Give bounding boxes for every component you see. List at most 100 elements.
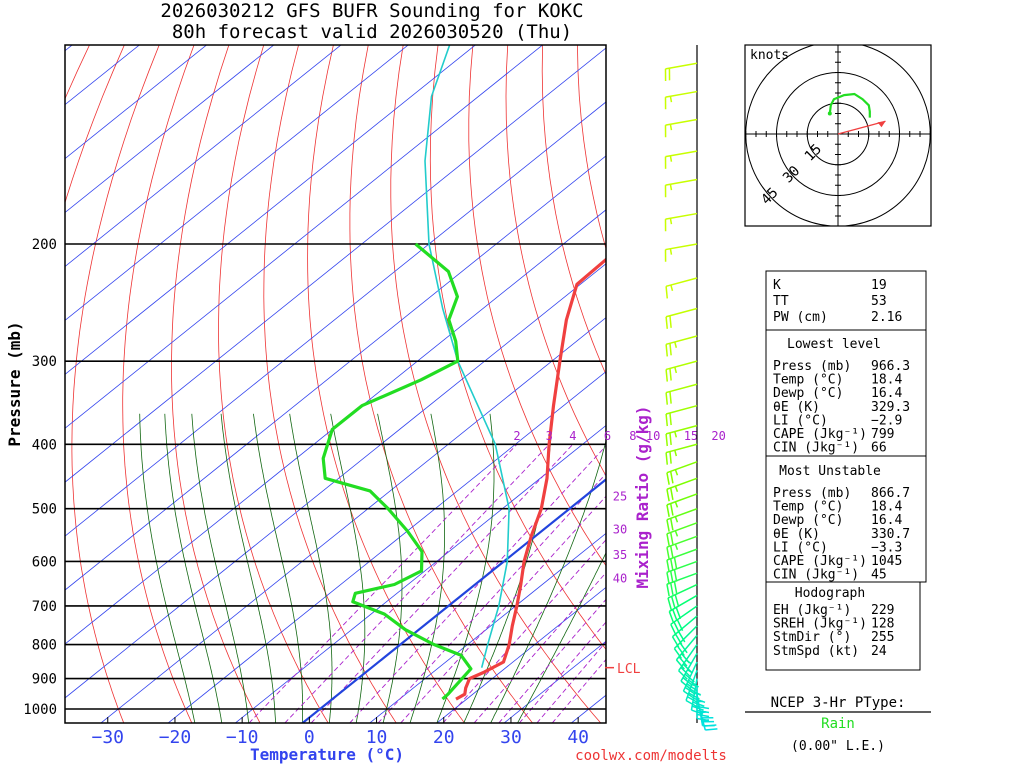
moist-adiabat bbox=[290, 414, 332, 723]
pressure-tick-label: 400 bbox=[32, 437, 57, 453]
hodograph-start bbox=[828, 112, 832, 116]
wind-barb bbox=[665, 120, 697, 138]
wind-barb bbox=[666, 384, 697, 404]
hodograph-table-header: Hodograph bbox=[795, 586, 865, 601]
pressure-tick-label: 600 bbox=[32, 554, 57, 570]
hodograph-row-value: 24 bbox=[871, 644, 887, 659]
mixing-ratio-label: 20 bbox=[711, 429, 725, 443]
parcel-trace bbox=[425, 44, 509, 668]
dry-adiabat bbox=[916, 13, 1024, 723]
wind-barb bbox=[667, 478, 697, 501]
lowest-level-header: Lowest level bbox=[787, 337, 881, 352]
isotherm bbox=[0, 13, 380, 723]
wind-barb bbox=[666, 278, 697, 298]
wind-barb bbox=[667, 494, 697, 517]
chart-title-line2: 80h forecast valid 2026030520 (Thu) bbox=[172, 21, 572, 43]
k-index-label: K bbox=[773, 278, 781, 293]
temperature-tick-label: −20 bbox=[159, 727, 192, 748]
freezing-isotherm bbox=[302, 308, 819, 723]
mixing-ratio-line bbox=[285, 444, 549, 723]
isotherm bbox=[0, 13, 716, 723]
isotherm bbox=[0, 13, 448, 723]
mixing-ratio-label: 25 bbox=[613, 490, 627, 504]
mixing-ratio-line bbox=[378, 444, 633, 723]
dry-adiabat bbox=[172, 13, 261, 723]
pressure-tick-label: 500 bbox=[32, 502, 57, 518]
isotherm bbox=[0, 13, 784, 723]
temperature-tick-label: −30 bbox=[92, 727, 125, 748]
plot-frame bbox=[65, 45, 606, 723]
moist-adiabat bbox=[378, 414, 402, 723]
chart-title-line1: 2026030212 GFS BUFR Sounding for KOKC bbox=[160, 0, 583, 22]
pressure-tick-label: 300 bbox=[32, 354, 57, 370]
temperature-tick-label: 40 bbox=[567, 727, 589, 748]
lowest-level-row-value: 66 bbox=[871, 441, 887, 456]
ptype-liquid-equivalent: (0.00" L.E.) bbox=[791, 739, 885, 754]
hodograph-row-label: StmSpd (kt) bbox=[773, 644, 859, 659]
lcl-label: LCL bbox=[617, 662, 641, 677]
pw-value: 2.16 bbox=[871, 310, 902, 325]
mixing-ratio-label: 40 bbox=[613, 571, 627, 585]
dry-adiabat bbox=[1017, 13, 1024, 723]
lowest-level-row-label: CIN (Jkg⁻¹) bbox=[773, 441, 859, 456]
wind-barb bbox=[665, 214, 697, 232]
mixing-ratio-axis-label: Mixing Ratio (g/kg) bbox=[633, 405, 652, 588]
mixing-ratio-label: 30 bbox=[613, 522, 627, 536]
mixing-ratio-label: 2 bbox=[513, 429, 520, 443]
credit-url: coolwx.com/modelts bbox=[575, 748, 727, 764]
isotherm bbox=[0, 13, 851, 723]
wind-barb bbox=[665, 151, 697, 169]
hodograph-units-label: knots bbox=[750, 48, 789, 63]
mixing-ratio-label: 35 bbox=[613, 548, 627, 562]
isotherm bbox=[437, 13, 1024, 723]
dry-adiabat bbox=[72, 13, 173, 723]
x-axis-label: Temperature (°C) bbox=[250, 745, 404, 764]
tt-index-value: 53 bbox=[871, 294, 887, 309]
dry-adiabat bbox=[949, 13, 1024, 723]
wind-barb bbox=[666, 406, 697, 426]
most-unstable-header: Most Unstable bbox=[779, 464, 881, 479]
temperature-tick-label: 30 bbox=[500, 727, 522, 748]
ptype-value: Rain bbox=[821, 716, 855, 732]
wind-barb bbox=[665, 180, 697, 198]
mixing-ratio-line bbox=[537, 444, 774, 723]
mixing-ratio-label: 15 bbox=[684, 429, 698, 443]
dry-adiabat bbox=[430, 13, 669, 723]
k-index-value: 19 bbox=[871, 278, 887, 293]
pw-label: PW (cm) bbox=[773, 310, 828, 325]
isotherm bbox=[0, 13, 582, 723]
moist-adiabat bbox=[221, 414, 276, 723]
indices-panel: K 19 TT 53 PW (cm) 2.16 Lowest level Pre… bbox=[766, 271, 926, 670]
moist-adiabat bbox=[253, 414, 302, 723]
tt-index-label: TT bbox=[773, 294, 789, 309]
dry-adiabat bbox=[219, 13, 329, 723]
dry-adiabat bbox=[123, 13, 207, 723]
mixing-ratio-label: 6 bbox=[604, 429, 611, 443]
dry-adiabat bbox=[0, 13, 4, 723]
wind-barb bbox=[665, 92, 697, 110]
ptype-title: NCEP 3-Hr PType: bbox=[771, 695, 906, 711]
moist-adiabat bbox=[165, 414, 222, 723]
pressure-tick-label: 900 bbox=[32, 672, 57, 688]
wind-barb bbox=[667, 462, 697, 485]
wind-barb bbox=[666, 361, 697, 381]
pressure-tick-label: 1000 bbox=[23, 702, 57, 718]
wind-barb bbox=[666, 308, 697, 328]
pressure-tick-label: 200 bbox=[32, 237, 57, 253]
most-unstable-row-label: CIN (Jkg⁻¹) bbox=[773, 568, 859, 583]
dry-adiabat bbox=[264, 13, 397, 723]
most-unstable-row-value: 45 bbox=[871, 568, 887, 583]
y-axis-label: Pressure (mb) bbox=[5, 321, 24, 446]
dewpoint-trace bbox=[323, 244, 471, 699]
isotherm bbox=[0, 13, 649, 723]
wind-barb bbox=[665, 63, 697, 81]
mixing-ratio-line bbox=[443, 444, 691, 723]
mixing-ratio-line bbox=[350, 444, 608, 723]
ptype-panel: NCEP 3-Hr PType: Rain (0.00" L.E.) bbox=[745, 695, 931, 754]
wind-barbs bbox=[665, 63, 717, 730]
pressure-tick-label: 800 bbox=[32, 638, 57, 654]
